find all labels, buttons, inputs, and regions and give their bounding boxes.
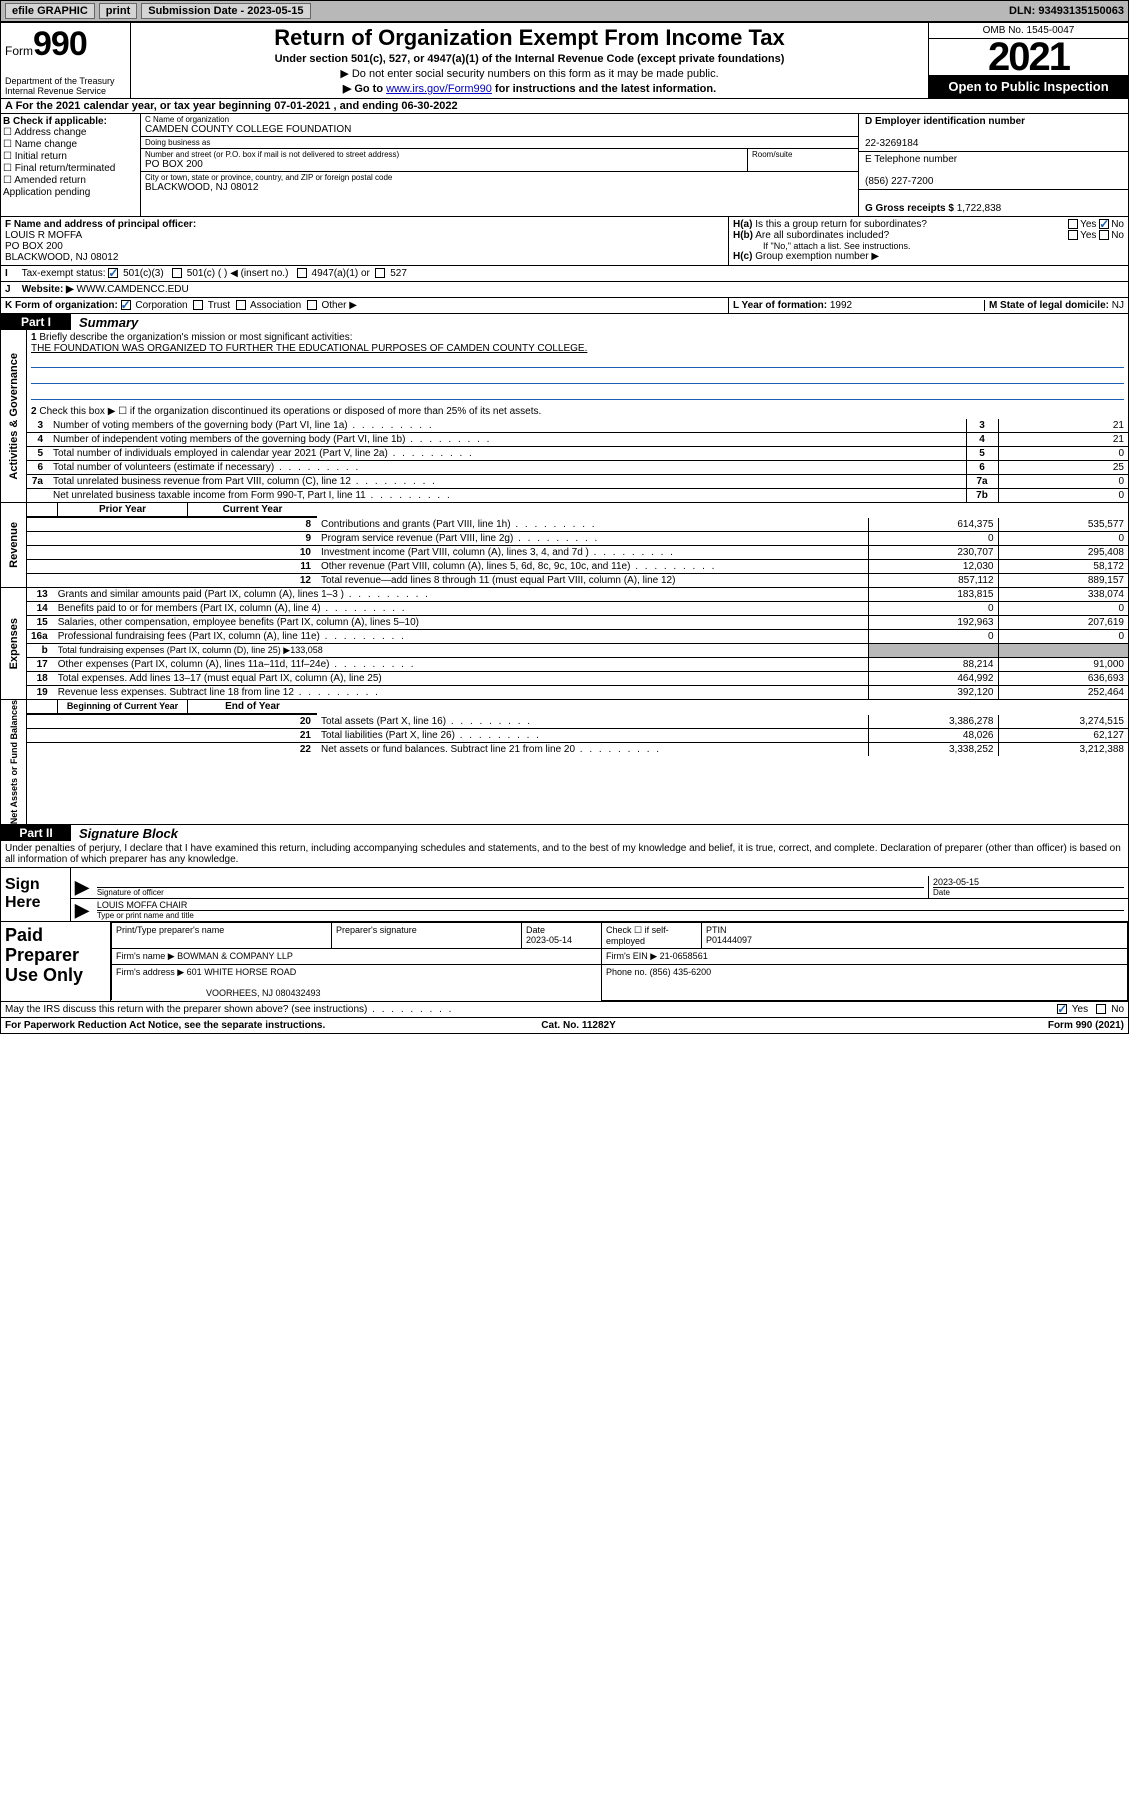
city: BLACKWOOD, NJ 08012 [145,182,854,193]
ein: 22-3269184 [865,138,918,149]
suite-label: Room/suite [752,150,854,159]
dept: Department of the Treasury Internal Reve… [5,76,126,96]
mission-text: THE FOUNDATION WAS ORGANIZED TO FURTHER … [31,343,587,354]
sig-officer-label: Signature of officer [97,887,924,897]
form-title: Return of Organization Exempt From Incom… [137,25,922,51]
section-revenue: Revenue Prior YearCurrent Year 8Contribu… [1,503,1128,588]
paid-preparer: Paid Preparer Use Only Print/Type prepar… [1,922,1128,1002]
gross-label: G Gross receipts $ [865,203,954,214]
revenue-table: Prior YearCurrent Year 8Contributions an… [27,503,1128,587]
entity-info: B Check if applicable: ☐ Address change … [1,114,1128,217]
section-governance: Activities & Governance 1 Briefly descri… [1,330,1128,503]
netassets-table: Beginning of Current YearEnd of Year 20T… [27,700,1128,756]
hb-text: Are all subordinates included? [755,230,889,241]
officer-name: LOUIS R MOFFA [5,230,82,241]
check-b-list: ☐ Address change ☐ Name change ☐ Initial… [3,127,138,199]
city-label: City or town, state or province, country… [145,173,854,182]
expenses-table: 13Grants and similar amounts paid (Part … [27,588,1128,699]
ptin: P01444097 [706,935,752,945]
form-warning: ▶ Do not enter social security numbers o… [137,67,922,80]
tel: (856) 227-7200 [865,176,933,187]
row-k-l-m: K Form of organization: Corporation Trus… [1,298,1128,314]
ein-label: D Employer identification number [865,116,1025,127]
governance-table: 3Number of voting members of the governi… [27,419,1128,502]
cat-no: Cat. No. 11282Y [541,1020,615,1031]
form-header: Form990 Department of the Treasury Inter… [1,23,1128,99]
q2-text: Check this box ▶ ☐ if the organization d… [39,406,541,417]
hc-text: Group exemption number ▶ [755,251,879,262]
officer-addr1: PO BOX 200 [5,241,63,252]
irs-link[interactable]: www.irs.gov/Form990 [386,83,492,95]
f-label: F Name and address of principal officer: [5,219,196,230]
public-inspection: Open to Public Inspection [929,75,1128,98]
sign-date: 2023-05-15 [933,877,979,887]
form-990: Form990 Department of the Treasury Inter… [0,22,1129,1034]
website: WWW.CAMDENCC.EDU [77,284,189,295]
print-button[interactable]: print [99,3,137,19]
form-number: Form990 [5,25,126,64]
tel-label: E Telephone number [865,154,957,165]
vlabel-revenue: Revenue [8,522,20,568]
firm-address: 601 WHITE HORSE ROAD [187,967,297,977]
part1-header: Part I Summary [1,314,1128,330]
row-f-h: F Name and address of principal officer:… [1,217,1128,266]
vlabel-expenses: Expenses [8,618,20,669]
officer-addr2: BLACKWOOD, NJ 08012 [5,252,118,263]
firm-ein: 21-0658561 [660,951,708,961]
toolbar: efile GRAPHIC print Submission Date - 20… [0,0,1129,22]
row-i: I Tax-exempt status: 501(c)(3) 501(c) ( … [1,266,1128,282]
check-b-label: B Check if applicable: [3,116,138,127]
street: PO BOX 200 [145,159,743,170]
ha-text: Is this a group return for subordinates? [755,219,927,230]
prep-date: 2023-05-14 [526,935,572,945]
tax-year: 2021 [929,39,1128,75]
section-netassets: Net Assets or Fund Balances Beginning of… [1,700,1128,825]
tax-period: A For the 2021 calendar year, or tax yea… [1,99,1128,114]
gross-receipts: 1,722,838 [957,203,1002,214]
signature-declaration: Under penalties of perjury, I declare th… [1,841,1128,868]
domicile: NJ [1112,300,1124,311]
dln: DLN: 93493135150063 [1009,5,1124,17]
officer-print-name: LOUIS MOFFA CHAIR [97,900,188,910]
sign-here: Sign Here ▶ Signature of officer 2023-05… [1,868,1128,922]
discuss-row: May the IRS discuss this return with the… [1,1002,1128,1018]
vlabel-governance: Activities & Governance [8,353,20,480]
section-expenses: Expenses 13Grants and similar amounts pa… [1,588,1128,700]
part2-header: Part II Signature Block [1,825,1128,841]
year-formation: 1992 [830,300,852,311]
org-name-label: C Name of organization [145,115,854,124]
print-name-label: Type or print name and title [97,910,1124,920]
form-subtitle: Under section 501(c), 527, or 4947(a)(1)… [137,53,922,65]
form-ref: Form 990 (2021) [1048,1020,1124,1031]
firm-name: BOWMAN & COMPANY LLP [177,951,293,961]
efile-button[interactable]: efile GRAPHIC [5,3,95,19]
q1-label: Briefly describe the organization's miss… [39,332,352,343]
row-j: J Website: ▶ WWW.CAMDENCC.EDU [1,282,1128,298]
submission-date: Submission Date - 2023-05-15 [141,3,310,19]
org-name: CAMDEN COUNTY COLLEGE FOUNDATION [145,124,854,135]
h-note: If "No," attach a list. See instructions… [733,241,1124,251]
street-label: Number and street (or P.O. box if mail i… [145,150,743,159]
footer: For Paperwork Reduction Act Notice, see … [1,1018,1128,1033]
dba-label: Doing business as [145,138,854,147]
vlabel-netassets: Net Assets or Fund Balances [9,700,19,824]
firm-phone: (856) 435-6200 [650,967,712,977]
form-link-row: ▶ Go to www.irs.gov/Form990 for instruct… [137,82,922,95]
